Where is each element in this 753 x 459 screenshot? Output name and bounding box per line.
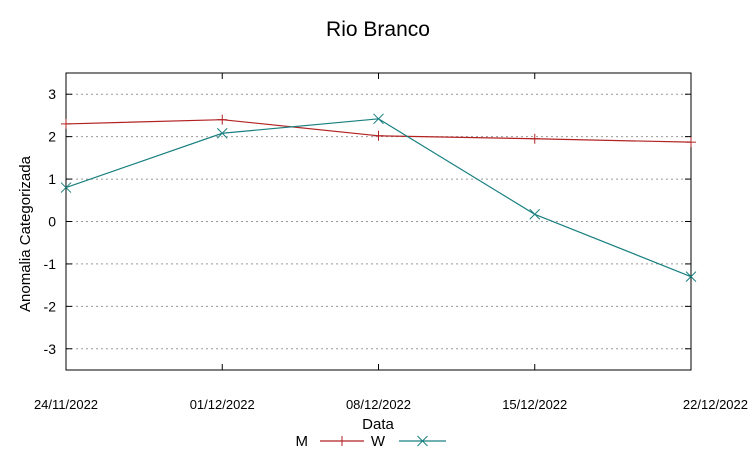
data-point-W bbox=[216, 127, 228, 139]
data-point-W bbox=[373, 113, 384, 125]
data-point-M bbox=[61, 118, 71, 129]
data-point-W bbox=[60, 182, 72, 193]
x-tick-label: 24/11/2022 bbox=[34, 397, 98, 412]
data-point-M bbox=[529, 133, 540, 144]
y-tick-label: -3 bbox=[44, 341, 57, 357]
data-point-M bbox=[373, 130, 384, 141]
marker-stroke bbox=[60, 182, 72, 193]
marker-stroke bbox=[685, 271, 697, 283]
y-tick-label: 0 bbox=[48, 214, 56, 230]
y-tick-label: 3 bbox=[48, 86, 56, 102]
chart-title: Rio Branco bbox=[326, 18, 430, 41]
x-tick-label: 15/12/2022 bbox=[502, 397, 567, 412]
y-axis: 3 2 1 0 -1 -2 -3 bbox=[44, 86, 691, 357]
data-point-M bbox=[686, 137, 696, 148]
series-line-W bbox=[65, 118, 692, 278]
legend-marker bbox=[337, 436, 347, 446]
y-tick-label: -2 bbox=[44, 298, 57, 314]
x-tick-label: 01/12/2022 bbox=[190, 397, 255, 412]
legend-label: W bbox=[371, 433, 386, 450]
grid bbox=[66, 93, 691, 350]
y-axis-label: Anomalia Categorizada bbox=[17, 155, 34, 312]
y-tick-label: -1 bbox=[44, 256, 57, 272]
marker-stroke bbox=[417, 435, 428, 447]
marker-stroke bbox=[216, 127, 228, 139]
legend-label: M bbox=[296, 433, 309, 450]
y-tick-label: 2 bbox=[48, 129, 56, 145]
marker-stroke bbox=[529, 208, 541, 220]
data-point-W bbox=[529, 208, 541, 220]
x-tick-label: 22/12/2022 bbox=[683, 397, 748, 412]
marker-stroke bbox=[373, 113, 384, 125]
legend-marker bbox=[417, 435, 428, 447]
series-group bbox=[60, 113, 697, 283]
data-point-M bbox=[217, 114, 228, 125]
x-tick-label: 08/12/2022 bbox=[346, 397, 411, 412]
x-axis: 24/11/2022 01/12/2022 08/12/2022 15/12/2022… bbox=[34, 73, 748, 412]
data-point-W bbox=[685, 271, 697, 283]
x-axis-label: Data bbox=[362, 416, 394, 433]
y-tick-label: 1 bbox=[48, 171, 56, 187]
